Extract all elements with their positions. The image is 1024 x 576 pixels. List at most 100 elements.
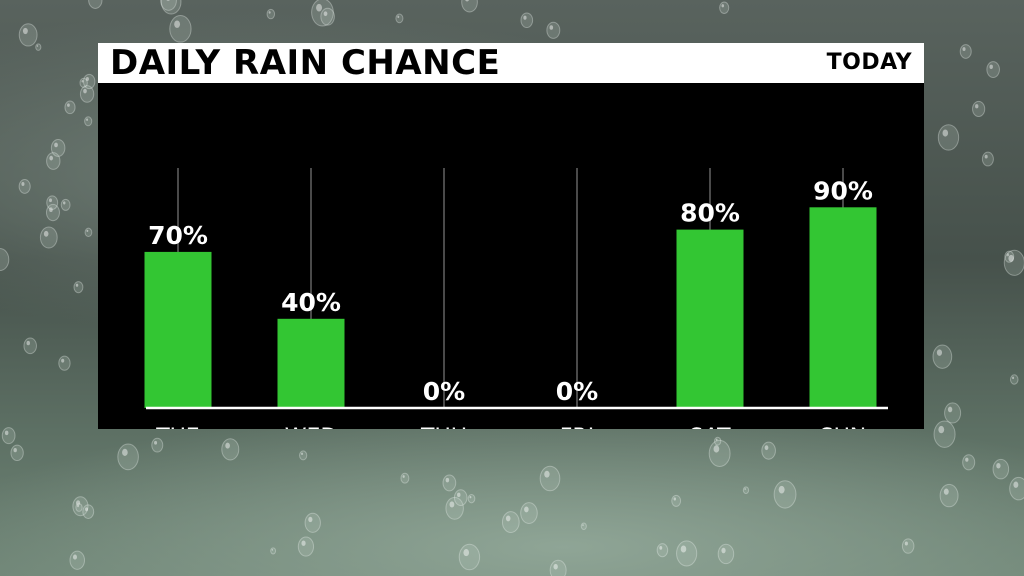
raindrop [986, 61, 1000, 78]
raindrop [972, 100, 986, 118]
raindrop [445, 496, 464, 520]
raindrop-highlight [61, 358, 65, 363]
raindrop [717, 543, 735, 565]
raindrop [959, 44, 972, 59]
raindrop-highlight [86, 229, 89, 233]
day-label-fri: FRI [560, 425, 594, 429]
raindrop [520, 502, 538, 524]
raindrop-highlight [544, 470, 550, 478]
raindrop-highlight [49, 155, 54, 161]
raindrop-highlight [938, 425, 945, 434]
raindrop-highlight [975, 104, 979, 109]
raindrop [546, 21, 561, 39]
raindrop [46, 195, 59, 210]
raindrop [901, 538, 915, 554]
raindrop [82, 73, 96, 90]
day-label-sun: SUN [820, 425, 867, 429]
chart-header: DAILY RAIN CHANCE TODAY [98, 43, 924, 83]
raindrop [944, 402, 962, 424]
raindrop-highlight [72, 554, 77, 560]
raindrop [761, 441, 776, 460]
raindrop [539, 465, 561, 492]
bar-chart: 70% TUE 40% WED 0% THU 0% FRI 80% SAT 90% SUN [144, 168, 888, 429]
raindrop-highlight [673, 497, 677, 501]
raindrop [395, 13, 404, 24]
chart-panel: DAILY RAIN CHANCE TODAY 70% TUE 40% WED 0% TH… [98, 43, 924, 429]
raindrop-highlight [778, 485, 785, 494]
raindrop-highlight [122, 448, 128, 456]
raindrop [671, 494, 682, 507]
value-label-tue: 70% [148, 221, 208, 250]
raindrop-highlight [308, 516, 313, 523]
raindrop-highlight [397, 15, 400, 19]
raindrop [160, 0, 177, 11]
raindrop-highlight [715, 438, 718, 441]
raindrop-highlight [465, 0, 469, 2]
raindrop [520, 12, 534, 29]
raindrop [1, 427, 16, 445]
raindrop-highlight [316, 3, 323, 12]
raindrop [461, 0, 478, 13]
raindrop [88, 0, 103, 9]
raindrop [69, 550, 86, 570]
raindrop [266, 8, 276, 20]
raindrop [1009, 374, 1019, 385]
raindrop-highlight [947, 406, 953, 413]
raindrop-highlight [582, 524, 584, 527]
day-label-wed: WED [285, 425, 338, 429]
raindrop [82, 504, 95, 519]
raindrop [50, 138, 66, 157]
raindrop [320, 7, 335, 26]
raindrop [75, 503, 83, 512]
raindrop [73, 281, 84, 294]
raindrop-highlight [4, 430, 9, 436]
raindrop [169, 15, 192, 43]
raindrop-highlight [942, 129, 949, 137]
value-label-fri: 0% [556, 377, 598, 406]
raindrop [18, 178, 31, 194]
raindrop [458, 543, 481, 571]
raindrop [656, 543, 669, 558]
raindrop-highlight [49, 207, 53, 212]
period-label: TODAY [826, 50, 912, 75]
raindrop [39, 226, 58, 249]
raindrop-highlight [63, 201, 66, 205]
bar-wed [277, 318, 345, 408]
raindrop [79, 85, 95, 103]
raindrop-highlight [721, 4, 725, 8]
day-label-tue: TUE [155, 425, 199, 429]
raindrop-highlight [463, 549, 470, 557]
raindrop-highlight [86, 118, 89, 121]
raindrop [719, 1, 730, 14]
raindrop-highlight [77, 505, 79, 508]
raindrop-highlight [323, 11, 328, 17]
raindrop [1009, 476, 1024, 501]
raindrop [64, 100, 76, 115]
chart-title: DAILY RAIN CHANCE [110, 43, 501, 83]
raindrop [60, 198, 71, 211]
raindrop-highlight [83, 88, 87, 94]
raindrop-highlight [268, 11, 271, 14]
raindrop-highlight [26, 340, 30, 346]
raindrop-highlight [81, 79, 84, 83]
raindrop-highlight [523, 15, 527, 20]
raindrop-highlight [524, 506, 529, 513]
raindrop [58, 355, 71, 371]
raindrop [270, 547, 277, 555]
raindrop-highlight [713, 445, 720, 453]
value-label-sat: 80% [680, 199, 740, 228]
raindrop-highlight [1008, 254, 1014, 262]
raindrop-highlight [21, 182, 25, 186]
raindrop [23, 337, 37, 355]
raindrop [84, 227, 93, 238]
raindrop [442, 474, 457, 492]
raindrop [981, 151, 994, 167]
raindrop-highlight [67, 103, 70, 107]
raindrop-highlight [22, 27, 28, 35]
raindrop-highlight [48, 198, 52, 203]
raindrop-highlight [989, 64, 993, 70]
raindrop [467, 493, 476, 504]
raindrop-highlight [449, 501, 455, 508]
raindrop-highlight [301, 540, 306, 546]
